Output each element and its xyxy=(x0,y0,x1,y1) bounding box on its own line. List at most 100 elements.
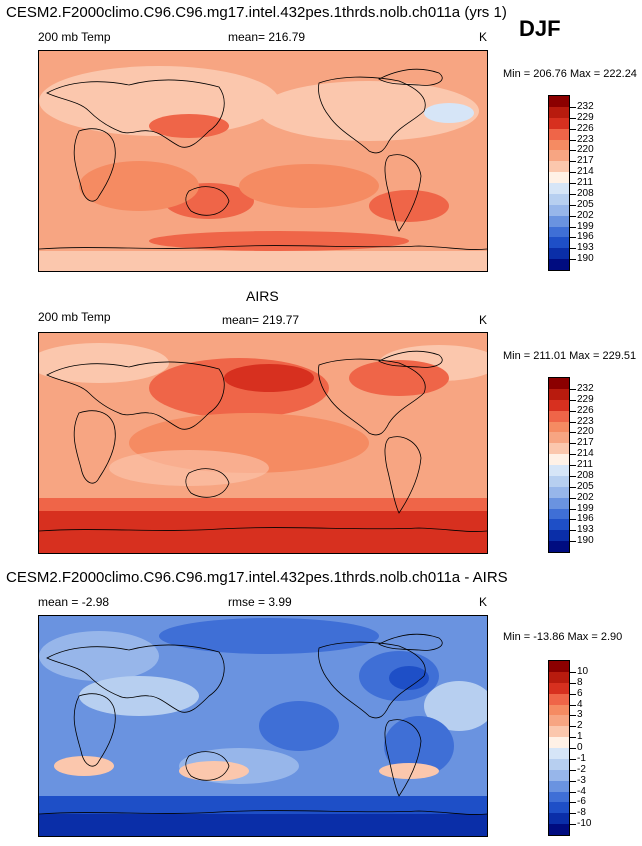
colorbar-tick xyxy=(570,161,576,163)
colorbar-tick xyxy=(570,399,576,401)
colorbar-tick-label: 205 xyxy=(577,198,594,210)
colorbar-tick xyxy=(570,726,576,728)
colorbar-tick-label: -2 xyxy=(577,763,586,775)
colorbar-swatch xyxy=(549,748,569,759)
colorbar-tick xyxy=(570,432,576,434)
colorbar-tick xyxy=(570,237,576,239)
panel2-variable: 200 mb Temp xyxy=(38,310,111,324)
colorbar-tick xyxy=(570,150,576,152)
colorbar-swatch xyxy=(549,96,569,107)
panel3-rmse: rmse = 3.99 xyxy=(228,595,292,609)
colorbar-tick-label: 214 xyxy=(577,166,594,178)
colorbar-tick xyxy=(570,204,576,206)
colorbar-swatch xyxy=(549,215,569,227)
colorbar-tick xyxy=(570,259,576,261)
colorbar-tick xyxy=(570,183,576,184)
colorbar-tick-label: 8 xyxy=(577,676,583,688)
colorbar-tick xyxy=(570,117,576,119)
colorbar-tick-label: -3 xyxy=(577,774,586,786)
colorbar-swatch xyxy=(549,237,569,249)
colorbar-swatch xyxy=(549,259,569,271)
colorbar-tick xyxy=(570,193,576,195)
colorbar-tick xyxy=(570,824,576,826)
colorbar-swatch xyxy=(549,117,569,129)
colorbar-swatch xyxy=(549,693,569,705)
colorbar-tick xyxy=(570,704,576,706)
colorbar-swatch xyxy=(549,150,569,162)
panel1-mean: mean= 216.79 xyxy=(228,30,306,44)
colorbar-swatch xyxy=(549,486,569,498)
colorbar-swatch xyxy=(549,726,569,738)
colorbar-swatch xyxy=(549,519,569,531)
colorbar-tick xyxy=(570,769,576,771)
colorbar-swatch xyxy=(549,802,569,814)
colorbar-swatch xyxy=(549,661,569,672)
colorbar-tick-label: 10 xyxy=(577,665,589,677)
colorbar-swatch xyxy=(549,106,569,118)
colorbar-tick-label: 229 xyxy=(577,111,594,123)
colorbar-tick xyxy=(570,128,576,130)
colorbar-swatch xyxy=(549,399,569,411)
colorbar-swatch xyxy=(549,704,569,716)
colorbar-tick xyxy=(570,508,576,510)
colorbar-tick-label: 229 xyxy=(577,393,594,405)
colorbar-swatch xyxy=(549,465,569,476)
panel2-mean: mean= 219.77 xyxy=(222,313,300,327)
panel2-colorbar: 232 229 226 223 220 217 214 211 208 205 202 199 196 1… xyxy=(548,377,594,553)
panel1-map xyxy=(38,50,488,272)
colorbar-tick xyxy=(570,248,576,250)
colorbar-tick-label: 220 xyxy=(577,144,594,156)
colorbar-tick xyxy=(570,215,576,217)
colorbar-swatch xyxy=(549,508,569,520)
colorbar-swatch xyxy=(549,454,569,466)
colorbar-tick-label: 2 xyxy=(577,720,583,732)
colorbar-swatch xyxy=(549,769,569,781)
colorbar-tick-label: 223 xyxy=(577,133,594,145)
colorbar-tick-label: -6 xyxy=(577,796,586,808)
colorbar-tick-label: 217 xyxy=(577,437,594,449)
colorbar-swatch xyxy=(549,204,569,216)
colorbar-tick xyxy=(570,497,576,499)
panel3-title: CESM2.F2000climo.C96.C96.mg17.intel.432p… xyxy=(6,569,508,586)
colorbar-tick-label: -4 xyxy=(577,785,586,797)
colorbar-tick-label: 4 xyxy=(577,698,583,710)
colorbar-swatch xyxy=(549,193,569,205)
colorbar-swatch xyxy=(549,443,569,455)
panel2-map xyxy=(38,332,488,554)
colorbar-tick xyxy=(570,541,576,543)
colorbar-tick-label: 202 xyxy=(577,491,594,503)
panel2-units: K xyxy=(479,313,488,327)
colorbar-swatch xyxy=(549,378,569,389)
colorbar-tick-label: 211 xyxy=(577,177,593,188)
colorbar-tick-label: 193 xyxy=(577,242,594,254)
colorbar-tick-label: 193 xyxy=(577,524,594,536)
panel2-minmax: Min = 211.01 Max = 229.51 xyxy=(503,350,637,362)
colorbar-tick xyxy=(570,715,576,717)
colorbar-tick xyxy=(570,226,576,228)
colorbar-tick xyxy=(570,748,576,749)
colorbar-tick-label: 202 xyxy=(577,209,594,221)
colorbar-tick-label: -8 xyxy=(577,807,586,819)
colorbar-tick xyxy=(570,139,576,141)
colorbar-tick-label: 220 xyxy=(577,426,594,438)
colorbar-tick-label: 196 xyxy=(577,513,594,525)
colorbar-tick-label: 232 xyxy=(577,382,594,394)
colorbar-tick xyxy=(570,486,576,488)
colorbar-swatch xyxy=(549,410,569,422)
colorbar-tick xyxy=(570,802,576,804)
colorbar-swatch xyxy=(549,530,569,542)
colorbar-tick-label: 232 xyxy=(577,100,594,112)
colorbar-tick-label: 196 xyxy=(577,231,594,243)
colorbar-swatch xyxy=(549,813,569,825)
colorbar-tick xyxy=(570,530,576,532)
colorbar-tick xyxy=(570,780,576,782)
colorbar-tick xyxy=(570,519,576,521)
colorbar-tick xyxy=(570,737,576,739)
figure-title: CESM2.F2000climo.C96.C96.mg17.intel.432p… xyxy=(6,4,507,21)
colorbar-tick-label: 6 xyxy=(577,687,583,699)
colorbar-swatch xyxy=(549,737,569,749)
panel1-minmax: Min = 206.76 Max = 222.24 xyxy=(503,68,637,80)
colorbar-tick-label: 190 xyxy=(577,535,594,547)
colorbar-tick-label: 226 xyxy=(577,404,594,416)
colorbar-tick-label: -1 xyxy=(577,752,586,764)
